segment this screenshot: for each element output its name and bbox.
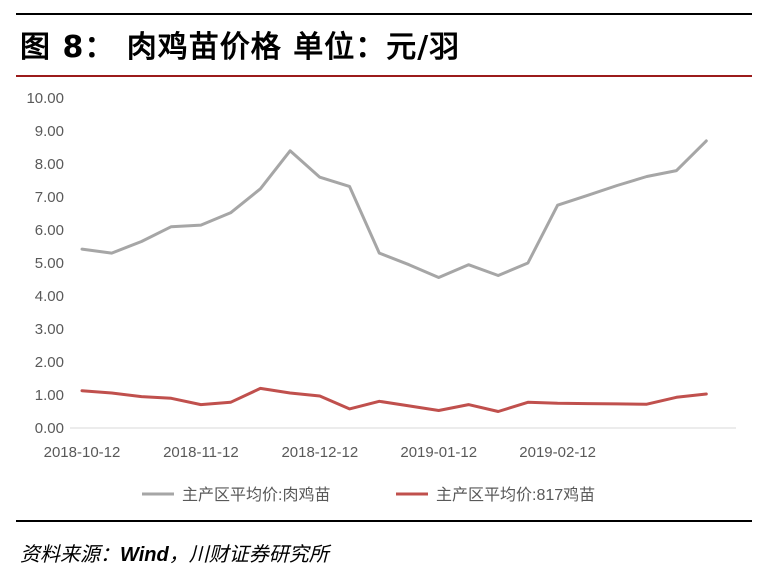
top-rule <box>16 13 752 15</box>
source-prefix: 资料来源： <box>20 542 120 566</box>
y-tick-label: 9.00 <box>35 123 64 140</box>
title-underline <box>16 75 752 77</box>
x-tick-label: 2018-11-12 <box>163 444 239 461</box>
y-tick-label: 3.00 <box>35 321 64 338</box>
legend-label-1: 主产区平均价:肉鸡苗 <box>182 486 330 504</box>
source-suffix: ，川财证券研究所 <box>168 542 329 566</box>
line-chart: 0.00 1.00 2.00 3.00 4.00 5.00 6.00 7.00 8.00 9.00… <box>26 90 736 504</box>
source-brand: Wind <box>120 544 169 566</box>
y-tick-label: 7.00 <box>35 189 64 206</box>
y-tick-label: 8.00 <box>35 156 64 173</box>
y-tick-label: 1.00 <box>35 387 64 404</box>
series-line-1 <box>80 139 708 279</box>
y-tick-label: 10.00 <box>26 90 64 107</box>
y-tick-label: 6.00 <box>35 222 64 239</box>
bottom-rule <box>16 520 752 522</box>
y-tick-label: 2.00 <box>35 354 64 371</box>
series-line-2 <box>80 386 708 413</box>
legend-label-2: 主产区平均价:817鸡苗 <box>436 486 595 504</box>
x-tick-label: 2019-01-12 <box>400 444 477 461</box>
source-note: 资料来源：Wind，川财证券研究所 <box>20 538 329 567</box>
y-tick-label: 0.00 <box>35 420 64 437</box>
x-tick-label: 2019-02-12 <box>519 444 596 461</box>
x-tick-label: 2018-12-12 <box>281 444 358 461</box>
figure-title: 图 8： 肉鸡苗价格 单位：元/羽 <box>20 30 461 65</box>
x-tick-label: 2018-10-12 <box>44 444 121 461</box>
y-tick-label: 5.00 <box>35 255 64 272</box>
y-tick-label: 4.00 <box>35 288 64 305</box>
